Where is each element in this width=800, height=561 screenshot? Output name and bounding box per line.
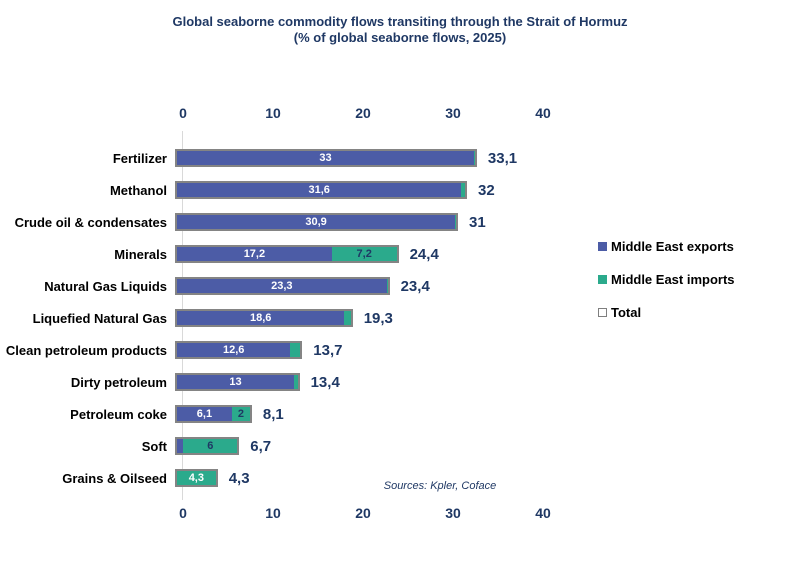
total-bar-outline: 12,6 <box>175 341 303 359</box>
bar-row: Grains & Oilseed 4,3 4,3 <box>0 462 800 494</box>
legend-label-total: Total <box>611 305 642 320</box>
source-note: Sources: Kpler, Coface <box>383 480 497 492</box>
exports-bar-segment <box>177 439 184 453</box>
exports-swatch-icon <box>598 242 607 251</box>
exports-bar-segment: 12,6 <box>177 343 291 357</box>
exports-bar-segment: 31,6 <box>177 183 462 197</box>
category-label: Methanol <box>109 182 167 198</box>
axis-tick: 40 <box>535 105 551 121</box>
category-label: Soft <box>141 438 167 454</box>
total-bar-outline: 6 <box>175 437 240 455</box>
total-bar-outline: 6,1 2 <box>175 405 252 423</box>
x-axis-bottom: 0 10 20 30 40 <box>0 505 800 521</box>
total-value-label: 6,7 <box>250 437 272 455</box>
category-label: Liquefied Natural Gas <box>32 310 167 326</box>
axis-tick: 40 <box>535 505 551 521</box>
exports-bar-segment: 6,1 <box>177 407 232 421</box>
total-value-label: 19,3 <box>363 309 393 327</box>
imports-bar-segment <box>294 375 298 389</box>
category-label: Natural Gas Liquids <box>44 278 167 294</box>
axis-tick: 0 <box>179 105 187 121</box>
legend: Middle East exports Middle East imports … <box>598 239 735 339</box>
bar-row: Crude oil & condensates 30,9 31 <box>0 206 800 238</box>
category-label: Minerals <box>114 246 167 262</box>
imports-bar-segment: 4,3 <box>177 471 216 485</box>
total-bar-outline: 4,3 <box>175 469 218 487</box>
axis-tick: 30 <box>445 105 461 121</box>
total-value-label: 33,1 <box>487 149 518 167</box>
category-label: Clean petroleum products <box>5 342 167 358</box>
total-bar-outline: 31,6 <box>175 181 467 199</box>
bar-rows-container: Fertilizer 33 33,1 Methanol 31,6 32 Crud… <box>0 142 800 494</box>
imports-bar-segment <box>461 183 465 197</box>
bar-row: Fertilizer 33 33,1 <box>0 142 800 174</box>
total-value-label: 13,4 <box>310 373 340 391</box>
exports-bar-segment: 13 <box>177 375 294 389</box>
exports-bar-segment: 33 <box>177 151 474 165</box>
total-value-label: 24,4 <box>409 245 439 263</box>
axis-tick: 30 <box>445 505 461 521</box>
chart-title-line1: Global seaborne commodity flows transiti… <box>172 14 628 29</box>
bar-row: Liquefied Natural Gas 18,6 19,3 <box>0 302 800 334</box>
bar-row: Petroleum coke 6,1 2 8,1 <box>0 398 800 430</box>
category-label: Fertilizer <box>112 150 167 166</box>
total-bar-outline: 13 <box>175 373 300 391</box>
legend-item-total: Total <box>598 305 735 320</box>
legend-item-imports: Middle East imports <box>598 272 735 287</box>
chart-title-line2: (% of global seaborne flows, 2025) <box>293 30 507 45</box>
exports-bar-segment: 23,3 <box>177 279 387 293</box>
bar-row: Methanol 31,6 32 <box>0 174 800 206</box>
imports-bar-segment <box>386 279 388 293</box>
total-bar-outline: 33 <box>175 149 477 167</box>
bar-row: Minerals 17,2 7,2 24,4 <box>0 238 800 270</box>
total-value-label: 8,1 <box>262 405 284 423</box>
category-label: Grains & Oilseed <box>62 470 167 486</box>
axis-tick: 10 <box>265 105 281 121</box>
bar-row: Natural Gas Liquids 23,3 23,4 <box>0 270 800 302</box>
imports-bar-segment: 2 <box>231 407 250 421</box>
legend-label-exports: Middle East exports <box>611 239 734 254</box>
legend-item-exports: Middle East exports <box>598 239 735 254</box>
exports-bar-segment: 17,2 <box>177 247 332 261</box>
total-value-label: 4,3 <box>228 469 250 487</box>
category-label: Dirty petroleum <box>70 374 167 390</box>
bar-row: Dirty petroleum 13 13,4 <box>0 366 800 398</box>
total-value-label: 13,7 <box>313 341 343 359</box>
imports-bar-segment <box>455 215 456 229</box>
category-label: Crude oil & condensates <box>14 214 167 230</box>
axis-tick: 20 <box>355 105 371 121</box>
total-value-label: 31 <box>469 213 486 231</box>
imports-bar-segment <box>344 311 351 325</box>
total-bar-outline: 17,2 7,2 <box>175 245 399 263</box>
category-label: Petroleum coke <box>70 406 167 422</box>
total-bar-outline: 18,6 <box>175 309 353 327</box>
x-axis-top: 0 10 20 30 40 <box>0 105 800 121</box>
bar-row: Soft 6 6,7 <box>0 430 800 462</box>
imports-bar-segment: 6 <box>183 439 238 453</box>
total-bar-outline: 23,3 <box>175 277 390 295</box>
imports-bar-segment <box>474 151 475 165</box>
total-swatch-icon <box>598 308 607 317</box>
axis-tick: 10 <box>265 505 281 521</box>
imports-swatch-icon <box>598 275 607 284</box>
axis-tick: 20 <box>355 505 371 521</box>
exports-bar-segment: 18,6 <box>177 311 345 325</box>
total-bar-outline: 30,9 <box>175 213 458 231</box>
axis-tick: 0 <box>179 505 187 521</box>
total-value-label: 32 <box>478 181 495 199</box>
imports-bar-segment <box>290 343 301 357</box>
imports-bar-segment: 7,2 <box>331 247 397 261</box>
legend-label-imports: Middle East imports <box>611 272 735 287</box>
chart-title: Global seaborne commodity flows transiti… <box>40 14 760 46</box>
bar-row: Clean petroleum products 12,6 13,7 <box>0 334 800 366</box>
total-value-label: 23,4 <box>400 277 430 295</box>
exports-bar-segment: 30,9 <box>177 215 456 229</box>
